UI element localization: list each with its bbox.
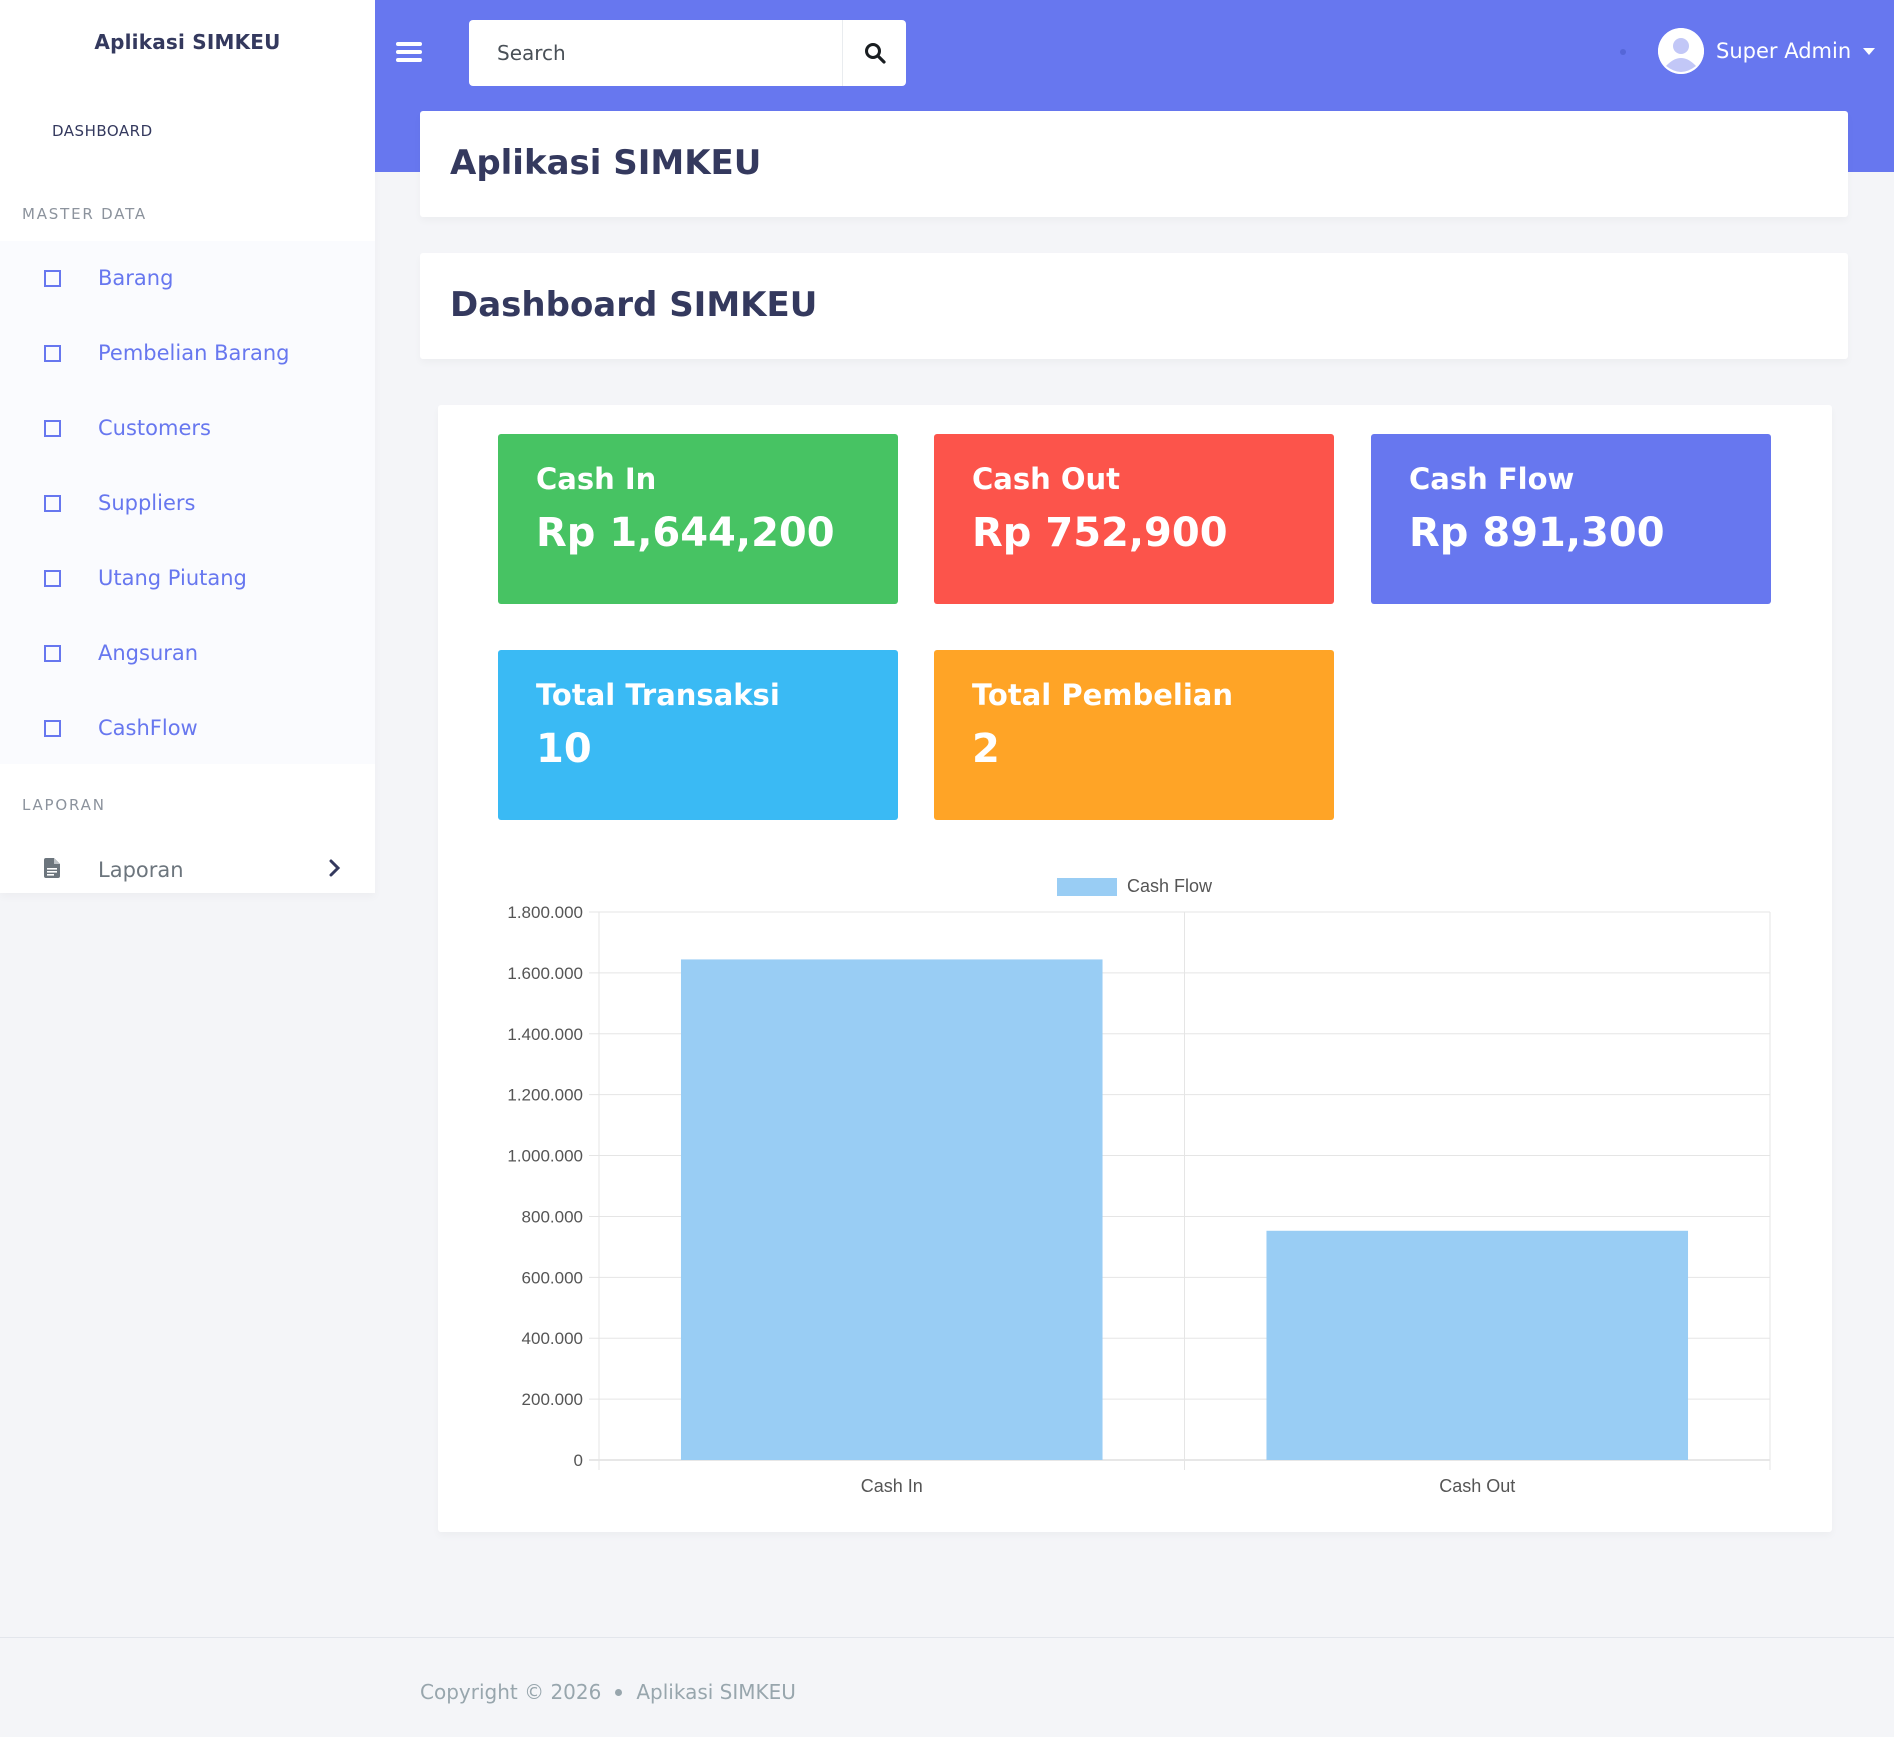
bar-cash-in — [680, 959, 1103, 1460]
sidebar-item-angsuran[interactable]: Angsuran — [0, 623, 375, 683]
stat-value: Rp 1,644,200 — [536, 510, 835, 556]
y-tick-label: 1.000.000 — [507, 1147, 583, 1166]
cash-flow-bar-chart: 0 200.000 400.000 600.000 800.000 1.000.000 1.… — [507, 903, 1771, 1496]
y-tick-label: 200.000 — [522, 1390, 583, 1409]
y-tick-label: 400.000 — [522, 1329, 583, 1348]
stat-card-cash-in[interactable]: Cash In Rp 1,644,200 — [498, 434, 898, 604]
search-box — [469, 20, 842, 86]
menu-header-master-data: MASTER DATA — [22, 205, 147, 223]
section-title-card: Dashboard SIMKEU — [420, 253, 1848, 359]
square-icon — [44, 494, 61, 512]
square-icon — [44, 569, 61, 587]
stat-card-cash-flow[interactable]: Cash Flow Rp 891,300 — [1371, 434, 1771, 604]
y-tick-label: 800.000 — [522, 1207, 583, 1226]
footer-app-name: Aplikasi SIMKEU — [636, 1680, 796, 1704]
menu-header-laporan: LAPORAN — [22, 796, 106, 814]
y-tick-label: 1.800.000 — [507, 903, 583, 922]
sidebar-item-label: Customers — [98, 416, 211, 440]
square-icon — [44, 644, 61, 662]
y-tick-label: 1.200.000 — [507, 1086, 583, 1105]
stat-title: Total Pembelian — [972, 678, 1233, 712]
y-tick-label: 1.400.000 — [507, 1025, 583, 1044]
stat-title: Cash Out — [972, 462, 1121, 496]
sidebar-item-label: Utang Piutang — [98, 566, 247, 590]
square-icon — [44, 269, 61, 287]
sidebar-item-label: Pembelian Barang — [98, 341, 290, 365]
legend-label: Cash Flow — [1127, 876, 1213, 896]
sidebar-item-label: CashFlow — [98, 716, 198, 740]
sidebar-brand[interactable]: Aplikasi SIMKEU — [94, 30, 281, 54]
notification-dot[interactable] — [1620, 49, 1626, 55]
stat-card-cash-out[interactable]: Cash Out Rp 752,900 — [934, 434, 1334, 604]
square-icon — [44, 344, 61, 362]
page-title-card: Aplikasi SIMKEU — [420, 111, 1848, 217]
section-title: Dashboard SIMKEU — [450, 285, 818, 325]
chevron-right-icon — [329, 859, 341, 881]
search-icon — [864, 43, 886, 64]
search-input[interactable] — [497, 41, 842, 65]
footer-copyright: Copyright © 2026 — [420, 1680, 602, 1704]
file-icon — [44, 858, 60, 882]
sidebar-item-label: Angsuran — [98, 641, 199, 665]
sidebar-item-laporan[interactable]: Laporan — [0, 840, 375, 900]
stat-value: Rp 752,900 — [972, 510, 1228, 556]
square-icon — [44, 719, 61, 737]
stat-value: Rp 891,300 — [1409, 510, 1665, 556]
y-tick-label: 600.000 — [522, 1268, 583, 1287]
sidebar-item-customers[interactable]: Customers — [0, 398, 375, 458]
y-tick-label: 0 — [574, 1451, 583, 1470]
stat-title: Cash Flow — [1409, 462, 1575, 496]
user-menu[interactable]: Super Admin — [1658, 28, 1876, 74]
stat-title: Total Transaksi — [536, 678, 780, 712]
sidebar-item-utang-piutang[interactable]: Utang Piutang — [0, 548, 375, 608]
footer: Copyright © 2026 Aplikasi SIMKEU — [0, 1637, 1894, 1737]
footer-text: Copyright © 2026 Aplikasi SIMKEU — [420, 1680, 796, 1704]
sidebar-item-dashboard[interactable]: DASHBOARD — [52, 122, 153, 140]
y-tick-label: 1.600.000 — [507, 964, 583, 983]
sidebar: Aplikasi SIMKEU DASHBOARD MASTER DATA Ba… — [0, 0, 375, 893]
stat-value: 2 — [972, 726, 1000, 772]
search-button[interactable] — [842, 20, 906, 86]
footer-separator — [615, 1688, 623, 1696]
sidebar-item-barang[interactable]: Barang — [0, 248, 375, 308]
sidebar-item-label: Laporan — [98, 858, 184, 882]
stat-title: Cash In — [536, 462, 657, 496]
user-name: Super Admin — [1716, 39, 1852, 63]
x-tick-label: Cash Out — [1439, 1476, 1515, 1496]
x-tick-label: Cash In — [861, 1476, 923, 1496]
bar-cash-out — [1266, 1230, 1689, 1460]
stat-card-total-pembelian[interactable]: Total Pembelian 2 — [934, 650, 1334, 820]
sidebar-item-pembelian-barang[interactable]: Pembelian Barang — [0, 323, 375, 383]
hamburger-menu-icon[interactable] — [396, 40, 422, 64]
master-data-menu: Barang Pembelian Barang Customers Suppli… — [0, 241, 375, 764]
stat-value: 10 — [536, 726, 592, 772]
avatar — [1658, 28, 1704, 74]
square-icon — [44, 419, 61, 437]
sidebar-item-suppliers[interactable]: Suppliers — [0, 473, 375, 533]
caret-down-icon — [1863, 47, 1876, 55]
sidebar-item-label: Suppliers — [98, 491, 196, 515]
sidebar-item-label: Barang — [98, 266, 174, 290]
stat-card-total-transaksi[interactable]: Total Transaksi 10 — [498, 650, 898, 820]
legend-swatch — [1057, 877, 1117, 896]
page-title: Aplikasi SIMKEU — [450, 143, 762, 183]
sidebar-item-cashflow[interactable]: CashFlow — [0, 698, 375, 758]
chart-legend[interactable]: Cash Flow — [1057, 876, 1212, 897]
